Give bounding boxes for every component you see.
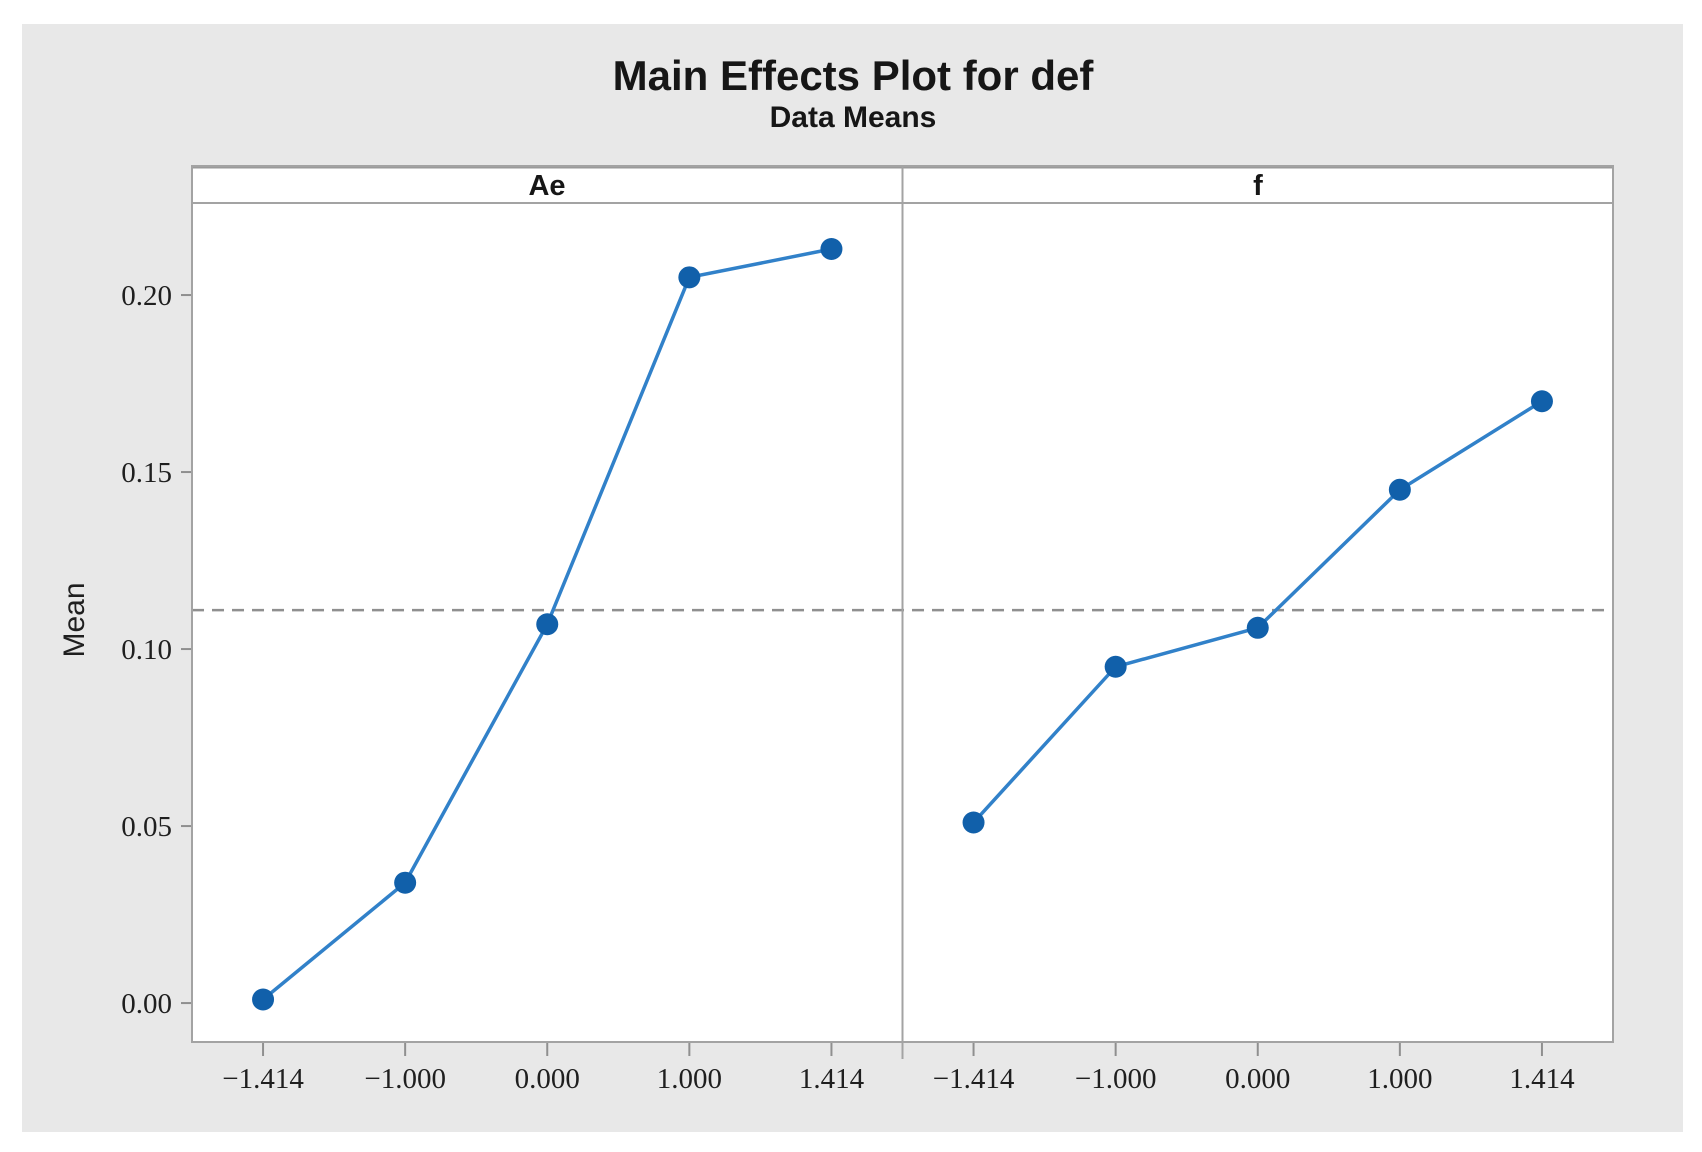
x-tick-label: 1.414	[1509, 1063, 1575, 1095]
data-point-marker	[252, 988, 275, 1011]
chart-title: Main Effects Plot for def	[613, 52, 1095, 99]
data-point-marker	[820, 238, 843, 261]
data-point-marker	[1246, 616, 1269, 639]
data-point-marker	[394, 871, 417, 894]
y-tick-label: 0.20	[121, 280, 172, 312]
data-point-marker	[536, 613, 559, 636]
x-tick-label: −1.000	[364, 1063, 446, 1095]
y-tick-label: 0.10	[121, 634, 172, 666]
x-tick-label: 1.000	[1367, 1063, 1432, 1095]
x-tick-label: 0.000	[515, 1063, 580, 1095]
x-tick-label: 1.414	[799, 1063, 865, 1095]
x-tick-label: −1.414	[222, 1063, 304, 1095]
y-tick-label: 0.00	[121, 988, 172, 1020]
y-axis-title: Mean	[58, 582, 91, 657]
x-tick-label: −1.000	[1075, 1063, 1157, 1095]
data-layer	[252, 238, 1553, 1011]
axis-layer: 0.00 0.05 0.10 0.15 0.20 −1.414 −1.000 0.000 1.0…	[121, 280, 1575, 1095]
data-point-marker	[1530, 390, 1553, 413]
y-tick-label: 0.15	[121, 457, 172, 489]
x-tick-label: 0.000	[1225, 1063, 1290, 1095]
data-point-marker	[962, 811, 985, 834]
panel-label-f: f	[1253, 170, 1263, 202]
data-point-marker	[1104, 655, 1127, 678]
panel-label-ae: Ae	[528, 170, 565, 202]
chart-subtitle: Data Means	[770, 101, 937, 134]
x-tick-label: −1.414	[933, 1063, 1015, 1095]
y-tick-label: 0.05	[121, 811, 172, 843]
x-tick-label: 1.000	[657, 1063, 722, 1095]
data-point-marker	[678, 266, 701, 289]
data-point-marker	[1388, 478, 1411, 501]
